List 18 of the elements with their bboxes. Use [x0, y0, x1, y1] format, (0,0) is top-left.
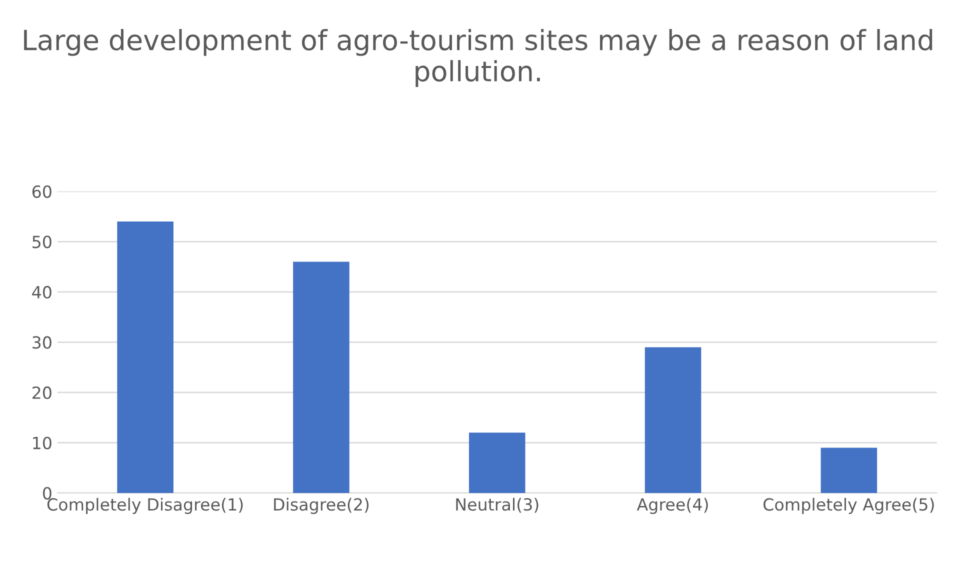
y-tick-label: 40	[32, 286, 52, 298]
bar	[117, 222, 174, 493]
x-tick-label: Agree(4)	[636, 498, 708, 514]
chart-title: Large development of agro-tourism sites may be a reason of land pollution.	[24, 29, 932, 87]
x-tick-label: Completely Disagree(1)	[47, 498, 243, 514]
x-tick-label: Neutral(3)	[456, 498, 538, 513]
y-tick-label: 0	[42, 486, 52, 500]
bar	[820, 448, 878, 493]
y-tick-label: 10	[33, 436, 52, 450]
x-tick-label: Completely Agree(5)	[764, 498, 934, 514]
x-tick-label: Disagree(2)	[274, 498, 369, 514]
bar	[644, 347, 702, 493]
y-tick-label: 30	[32, 336, 52, 349]
bar	[468, 432, 526, 493]
bar	[293, 262, 350, 493]
y-tick-label: 20	[32, 386, 52, 400]
y-tick-label: 60	[32, 185, 52, 198]
y-tick-label: 50	[32, 236, 52, 248]
